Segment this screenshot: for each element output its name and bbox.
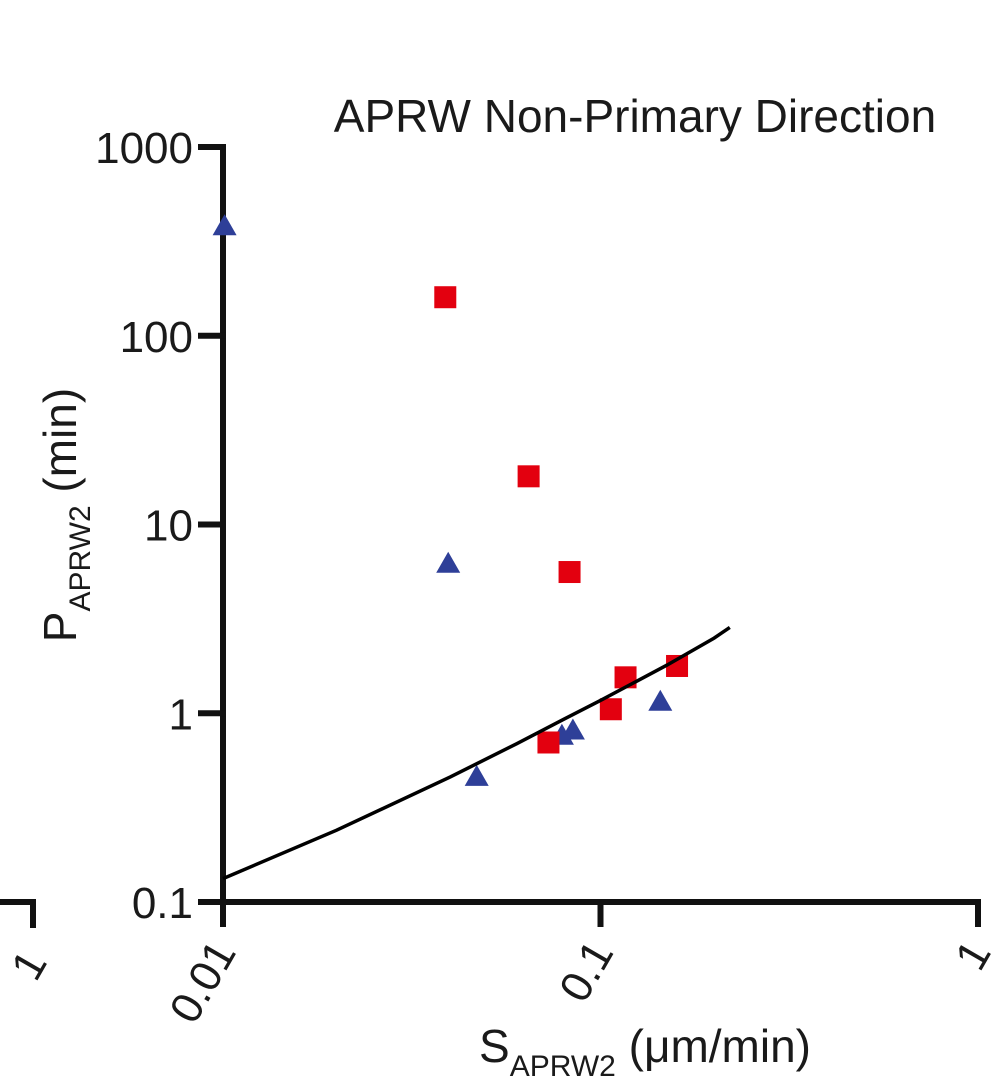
x-axis-title-main: S: [479, 1020, 510, 1072]
x-tick-label: 0.1: [550, 933, 623, 1010]
y-tick-label: 0.1: [132, 879, 193, 928]
x-axis-title-sub: APRW2: [510, 1050, 616, 1083]
square-point: [614, 666, 637, 689]
chart-title: APRW Non-Primary Direction: [334, 90, 936, 142]
x-axis-title-unit: (μm/min): [616, 1020, 811, 1072]
square-point: [599, 698, 622, 721]
triangle-point: [464, 764, 489, 786]
square-point: [517, 465, 540, 488]
square-point: [558, 561, 581, 584]
x-tick-label: 1: [946, 933, 1001, 979]
y-axis-title: PAPRW2 (min): [34, 388, 97, 642]
y-axis-title-sub: APRW2: [64, 505, 97, 611]
y-axis-title-unit: (min): [34, 388, 86, 506]
triangle-point: [436, 551, 461, 573]
triangle-point: [560, 718, 585, 740]
data-marks: [212, 214, 731, 881]
square-point: [537, 731, 560, 754]
y-tick-label: 1000: [95, 124, 193, 173]
y-tick-label: 1: [169, 690, 193, 739]
square-point: [434, 286, 457, 309]
y-tick-label: 100: [120, 313, 193, 362]
x-axis-title: SAPRW2 (μm/min): [479, 1020, 811, 1083]
triangle-point: [648, 689, 673, 711]
axes: 1 0.1 1 10 100 1000 0.01 0.1 1: [0, 124, 1001, 1031]
triangle-point: [212, 214, 237, 236]
x-tick-label: 0.01: [160, 933, 245, 1032]
y-tick-label: 10: [144, 502, 193, 551]
left-stub-tick-label: 1: [2, 943, 57, 989]
y-axis-title-main: P: [34, 612, 86, 643]
fit-line: [222, 625, 731, 881]
